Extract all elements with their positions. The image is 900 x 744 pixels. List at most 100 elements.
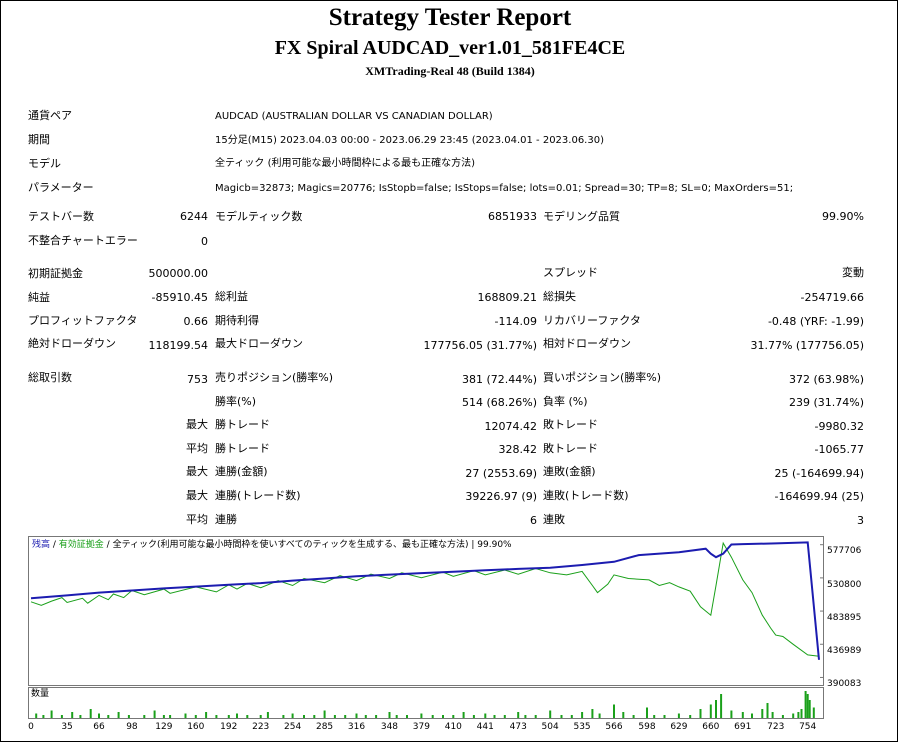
volume-bar — [431, 715, 434, 718]
balance-line — [30, 541, 820, 660]
model-value: 全ティック (利用可能な最小時間枠による最も正確な方法) — [215, 158, 476, 169]
volume-bar — [534, 715, 537, 718]
volume-bar — [484, 713, 487, 718]
volume-bar — [792, 713, 795, 718]
x-tick-label: 660 — [702, 722, 720, 732]
max-cons-wins-value: 27 (2553.69) — [465, 467, 537, 480]
volume-bar — [689, 715, 692, 718]
loss-rate-label: 負率 (%) — [543, 395, 588, 408]
volume-bar — [741, 712, 744, 718]
volume-bar — [153, 710, 156, 718]
y-tick-label: 390083 — [827, 679, 862, 689]
win-rate-value: 514 (68.26%) — [461, 396, 537, 409]
max-prefix: 最大 — [186, 418, 208, 431]
params-value: Magicb=32873; Magics=20776; IsStopb=fals… — [215, 183, 794, 194]
max-cons-profit-value: 39226.97 (9) — [465, 490, 537, 503]
x-tick-label: 285 — [315, 722, 334, 732]
errors-label: 不整合チャートエラー — [28, 234, 138, 247]
gross-loss-label: 総損失 — [543, 290, 576, 303]
short-positions-value: 381 (72.44%) — [461, 373, 537, 386]
max-drawdown-value: 177756.05 (31.77%) — [423, 339, 537, 352]
volume-bar — [323, 710, 326, 718]
volume-bar — [806, 694, 809, 718]
x-tick-label: 192 — [220, 722, 238, 732]
volume-bar — [442, 715, 444, 718]
volume-bar — [246, 715, 249, 718]
absolute-drawdown-value: 118199.54 — [148, 339, 209, 352]
ea-name: FX Spiral AUDCAD_ver1.01_581FE4CE — [274, 37, 626, 59]
volume-bar — [259, 715, 262, 718]
x-tick-label: 535 — [573, 722, 591, 732]
expected-payoff-value: -114.09 — [494, 315, 537, 328]
volume-bar — [127, 715, 130, 718]
volume-bar — [808, 700, 811, 718]
bars-label: テストバー数 — [28, 210, 94, 223]
largest-loss-value: -9980.32 — [814, 420, 864, 433]
ticks-label: モデルティック数 — [215, 210, 303, 223]
volume-bar — [720, 694, 723, 718]
short-positions-label: 売りポジション(勝率%) — [215, 371, 334, 384]
profit-factor-value: 0.66 — [183, 315, 209, 328]
volume-bar — [333, 715, 336, 718]
expected-payoff-label: 期待利得 — [215, 314, 259, 327]
x-tick-label: 66 — [93, 722, 105, 732]
volume-bar — [303, 715, 305, 718]
win-rate-label: 勝率(%) — [215, 395, 257, 408]
volume-bar — [42, 715, 45, 718]
max-cons-loss-amount-value: -164699.94 (25) — [774, 490, 864, 503]
volume-bar — [71, 712, 74, 718]
x-tick-label: 348 — [380, 722, 399, 732]
volume-bar — [98, 713, 100, 718]
total-trades-value: 753 — [187, 373, 208, 386]
max-cons-wins-label: 連勝(金額) — [215, 465, 268, 478]
volume-bar — [227, 715, 230, 718]
legend-equity: 有効証拠金 — [58, 540, 104, 550]
volume-bar — [699, 709, 702, 718]
deposit-value: 500000.00 — [148, 267, 209, 280]
volume-bar — [375, 715, 378, 718]
volume-bar — [236, 713, 238, 718]
legend-balance: 残高 — [32, 540, 51, 550]
volume-bar — [761, 709, 764, 718]
volume-bar — [169, 715, 172, 718]
net-profit-label: 純益 — [28, 291, 50, 304]
volume-bar — [194, 715, 197, 718]
volume-bar — [291, 713, 294, 718]
volume-bar — [581, 712, 584, 718]
largest-loss-label: 敗トレード — [543, 418, 598, 431]
volume-bar — [364, 715, 367, 718]
volume-bar — [646, 707, 648, 718]
max-cons-losses-label: 連敗(金額) — [543, 465, 596, 478]
avg-cons-losses-value: 3 — [857, 514, 864, 527]
volume-bar — [472, 715, 475, 718]
volume-bar — [143, 715, 146, 718]
spread-value: 変動 — [842, 266, 864, 279]
x-tick-label: 223 — [252, 722, 270, 732]
x-tick-label: 98 — [126, 722, 138, 732]
symbol-label: 通貨ペア — [28, 109, 72, 122]
long-positions-label: 買いポジション(勝率%) — [543, 371, 662, 384]
max-cons-losses-value: 25 (-164699.94) — [774, 467, 864, 480]
volume-bar — [35, 713, 38, 718]
volume-bar — [570, 715, 573, 718]
volume-bar — [800, 709, 803, 718]
equity-line — [30, 541, 820, 657]
spread-label: スプレッド — [543, 266, 598, 279]
max-drawdown-label: 最大ドローダウン — [215, 337, 303, 350]
net-profit-value: -85910.45 — [151, 291, 208, 304]
volume-bar — [355, 713, 358, 718]
volume-bar — [804, 691, 807, 718]
y-tick-label: 530800 — [827, 580, 862, 590]
report-title: Strategy Tester Report — [328, 4, 572, 31]
volume-bar — [591, 709, 594, 718]
volume-bar — [622, 712, 625, 718]
volume-bar — [613, 704, 615, 718]
volume-bar — [50, 710, 53, 718]
largest-win-label: 勝トレード — [215, 418, 270, 431]
volume-bar — [215, 715, 218, 718]
y-tick-label: 436989 — [827, 646, 862, 656]
y-tick-label: 483895 — [827, 613, 862, 623]
x-tick-label: 723 — [767, 722, 785, 732]
y-tick-label: 577706 — [827, 546, 862, 556]
ticks-value: 6851933 — [488, 210, 537, 223]
